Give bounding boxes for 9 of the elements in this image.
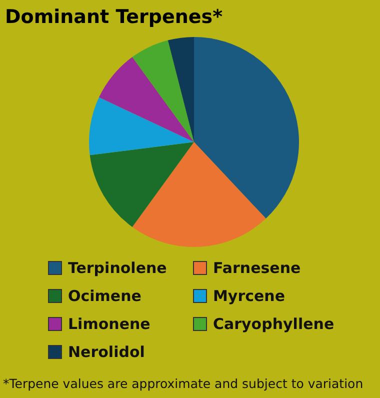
legend-label: Caryophyllene [213,315,334,333]
text: *Terpene values are approximate and subject to variation [3,376,364,391]
legend-label: Myrcene [213,287,286,305]
legend-label: Limonene [68,315,150,333]
legend-label: Ocimene [68,287,142,305]
legend-label: Terpinolene [68,259,167,277]
chart-title: Dominant Terpenes* [5,6,223,28]
legend-label: Nerolidol [68,343,145,361]
legend-label: Farnesene [213,259,301,277]
